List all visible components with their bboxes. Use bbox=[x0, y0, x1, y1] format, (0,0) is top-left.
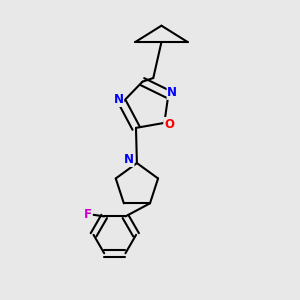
Text: N: N bbox=[167, 86, 177, 99]
Text: N: N bbox=[113, 93, 124, 106]
Text: O: O bbox=[164, 118, 174, 131]
Text: F: F bbox=[84, 208, 92, 221]
Text: N: N bbox=[124, 153, 134, 166]
